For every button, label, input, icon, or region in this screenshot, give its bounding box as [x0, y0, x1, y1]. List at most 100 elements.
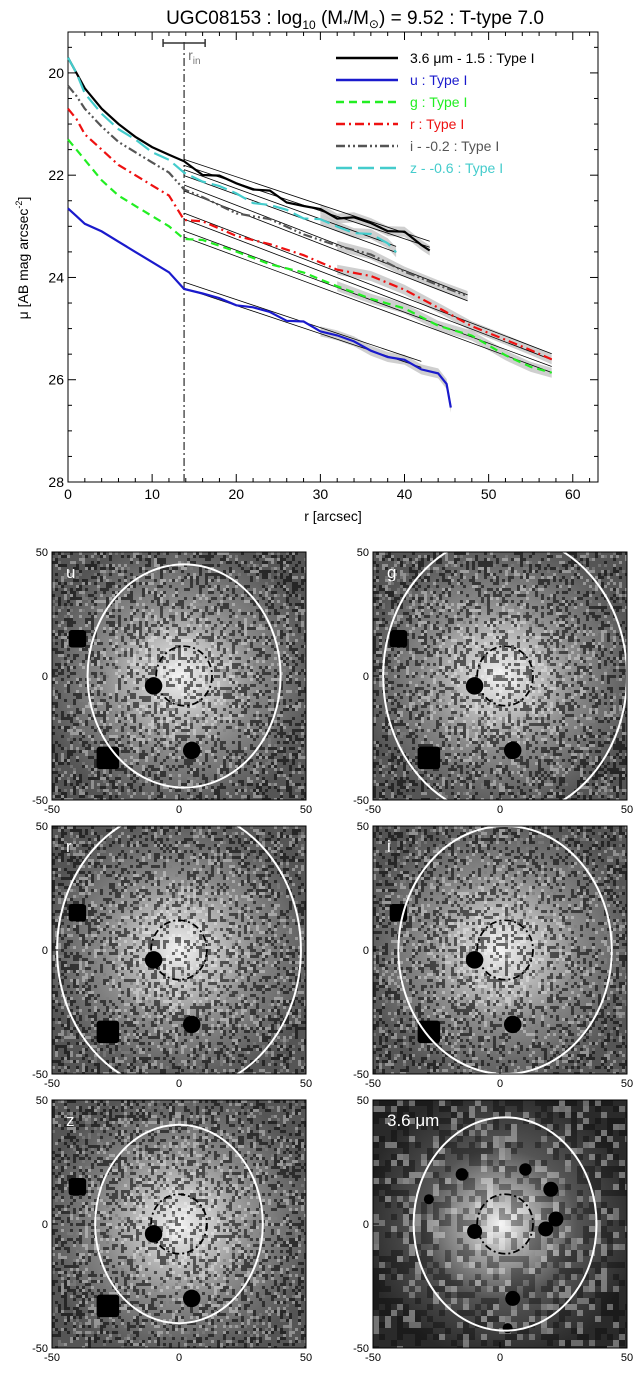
image-noise	[52, 552, 306, 800]
inner-ellipse	[476, 919, 534, 981]
source-mask	[182, 1015, 201, 1034]
source-mask	[505, 1290, 521, 1306]
panel-y-tick-label: 50	[357, 1095, 369, 1107]
panel-x-tick-label: -50	[44, 1352, 60, 1364]
x-tick-label: 40	[397, 486, 413, 502]
x-tick-label: 10	[144, 486, 160, 502]
series-fit-line	[183, 218, 552, 361]
series-line	[67, 57, 397, 253]
image-noise	[373, 826, 627, 1074]
series-line	[67, 85, 468, 298]
panel-y-tick-label: 50	[36, 821, 48, 833]
panel-band-label: z	[66, 1111, 75, 1130]
panel-y-tick-label: -50	[32, 795, 48, 807]
panel-y-tick-label: -50	[32, 1343, 48, 1355]
image-noise	[373, 1100, 627, 1348]
legend-entry: 3.6 μm - 1.5 : Type I	[410, 50, 535, 66]
legend-entry: z - -0.6 : Type I	[410, 160, 503, 176]
image-noise	[373, 552, 627, 800]
source-mask	[96, 1020, 120, 1044]
source-mask	[548, 1211, 564, 1227]
image-noise	[52, 826, 306, 1074]
panel-band-label: u	[66, 563, 75, 582]
panel-y-tick-label: 0	[363, 671, 369, 683]
series-fit-line	[183, 190, 468, 302]
plot-frame	[67, 31, 599, 483]
panel-x-tick-label: 50	[621, 1352, 633, 1364]
series-fit-line	[183, 169, 397, 247]
panel-x-tick-label: -50	[365, 1078, 381, 1090]
image-panel: i -50 0 50 50 0 -50	[353, 821, 633, 1090]
panel-x-tick-label: 0	[176, 1078, 182, 1090]
image-noise	[52, 826, 306, 1074]
panel-x-tick-label: 0	[176, 804, 182, 816]
series-line	[67, 108, 553, 361]
source-mask	[389, 630, 408, 648]
legend-entry: g : Type I	[410, 94, 467, 110]
legend-entry: i - -0.2 : Type I	[410, 138, 499, 154]
source-mask	[182, 741, 201, 760]
panel-x-tick-label: -50	[365, 804, 381, 816]
image-noise	[373, 552, 627, 800]
panel-band-label: i	[387, 837, 391, 856]
source-mask	[144, 677, 163, 695]
source-mask	[503, 741, 522, 760]
outer-ellipse	[397, 826, 613, 1074]
image-noise	[52, 552, 306, 800]
image-noise	[52, 1100, 306, 1348]
series-uncertainty-band	[320, 326, 451, 413]
panel-y-tick-label: 0	[42, 671, 48, 683]
source-mask	[182, 1289, 201, 1308]
series-uncertainty-band	[337, 281, 552, 378]
panel-y-tick-label: -50	[353, 1069, 369, 1081]
chart-title: UGC08153 : log10 (M*/M⊙) = 9.52 : T-type…	[166, 8, 544, 32]
source-mask	[96, 746, 120, 770]
panel-band-label: r	[66, 837, 72, 856]
panel-x-tick-label: -50	[44, 1078, 60, 1090]
x-tick-label: 30	[313, 486, 329, 502]
series-fit-line	[183, 212, 552, 355]
x-tick-label: 50	[481, 486, 497, 502]
source-mask	[465, 951, 484, 969]
legend-entry: u : Type I	[410, 72, 467, 88]
image-panel: g -50 0 50 50 0 -50	[353, 547, 633, 816]
outer-ellipse	[412, 1116, 598, 1332]
panel-x-tick-label: 0	[497, 804, 503, 816]
series-fit-line	[183, 159, 430, 242]
panel-x-tick-label: 50	[621, 1078, 633, 1090]
panel-x-tick-label: 50	[300, 804, 312, 816]
x-axis-label: r [arcsec]	[304, 508, 362, 524]
source-mask	[519, 1163, 532, 1176]
series-line	[67, 57, 431, 252]
source-mask	[538, 1221, 554, 1237]
panel-x-tick-label: 50	[300, 1078, 312, 1090]
source-mask	[96, 1294, 120, 1318]
source-mask	[417, 746, 441, 770]
panel-x-tick-label: 50	[621, 804, 633, 816]
inner-ellipse	[476, 1193, 534, 1255]
panel-x-tick-label: 50	[300, 1352, 312, 1364]
panel-x-tick-label: 0	[176, 1352, 182, 1364]
panel-y-tick-label: 0	[42, 1219, 48, 1231]
series-fit-line	[183, 236, 552, 373]
legend-entry: r : Type I	[410, 116, 464, 132]
source-mask	[503, 1015, 522, 1034]
image-noise	[373, 826, 627, 1074]
y-tick-label: 24	[48, 269, 64, 285]
panel-x-tick-label: 0	[497, 1078, 503, 1090]
y-tick-label: 22	[48, 167, 64, 183]
source-mask	[455, 1168, 469, 1181]
source-mask	[465, 677, 484, 695]
panel-y-tick-label: 50	[357, 821, 369, 833]
series-line	[67, 138, 552, 374]
galaxy-image	[373, 1100, 627, 1348]
source-mask	[543, 1181, 559, 1197]
profile-plot: 0 10 20 30 40 50 60 20 22 24 26 28 rin 3.6 μm - 1.5 :…	[48, 31, 599, 502]
inner-ellipse	[155, 645, 213, 707]
outer-ellipse	[86, 563, 282, 789]
source-mask	[68, 904, 87, 922]
series-line	[67, 207, 452, 408]
panel-y-tick-label: 0	[42, 945, 48, 957]
